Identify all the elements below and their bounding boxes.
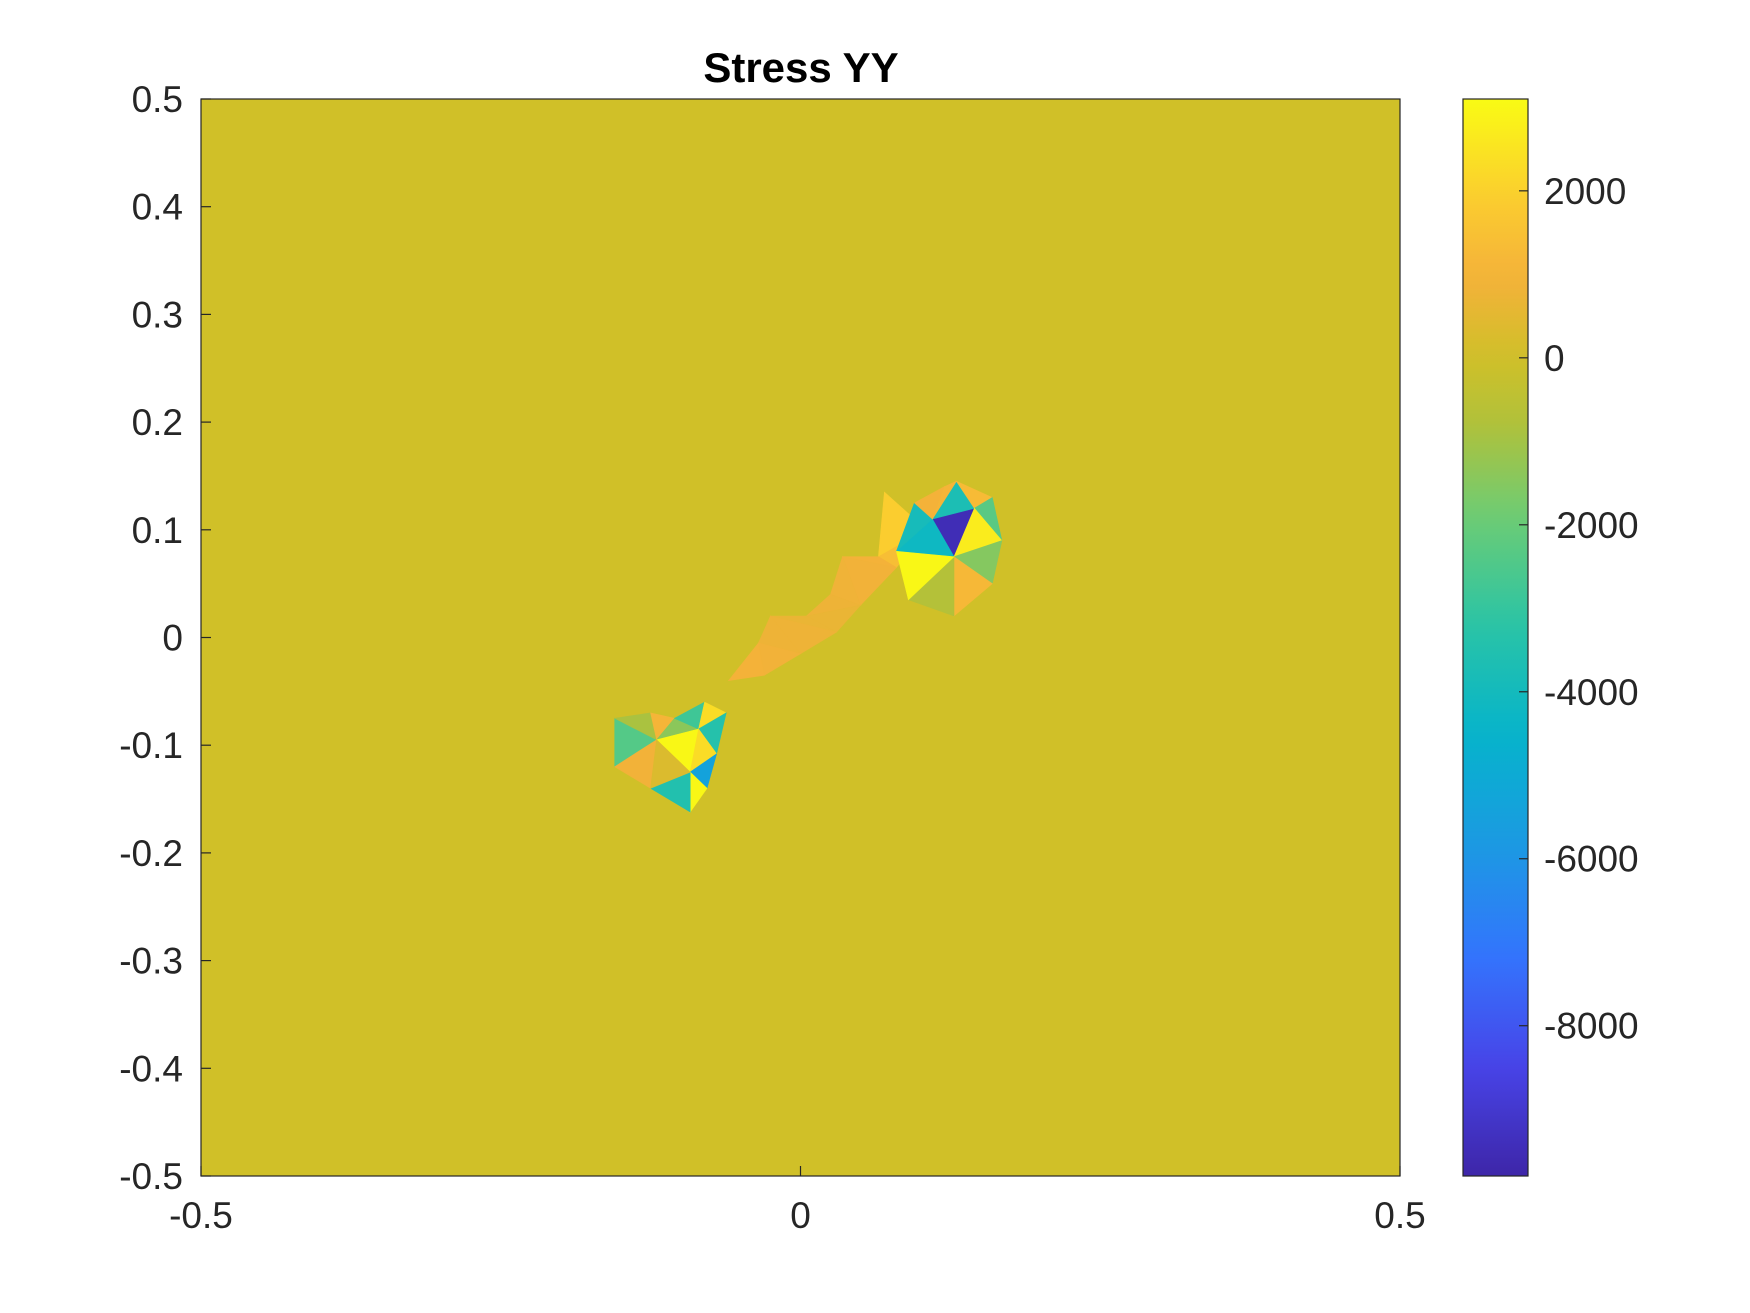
y-tick-label: 0.1 [132,510,183,551]
colorbar-tick-label: -2000 [1544,505,1639,546]
mesh-element [896,550,955,601]
x-tick-label: -0.5 [169,1195,233,1236]
colorbar-tick-label: 0 [1544,338,1565,379]
y-tick-label: 0.5 [132,79,183,120]
y-tick-label: -0.4 [119,1048,183,1089]
colorbar-tick-label: -6000 [1544,839,1639,880]
colorbar-gradient [1462,98,1529,1177]
y-tick-label: -0.5 [119,1156,183,1197]
colorbar-tick-label: -4000 [1544,672,1639,713]
colorbar: 2000 0 -2000 -4000 -6000 -8000 [1462,98,1639,1177]
y-tick-label: 0.2 [132,402,183,443]
y-axis: 0.5 0.4 0.3 0.2 0.1 0 -0.1 -0.2 -0.3 -0.4 -0.5 [119,79,211,1197]
x-tick-label: 0.5 [1374,1195,1425,1236]
mesh-element [650,739,691,789]
y-tick-label: -0.2 [119,833,183,874]
y-tick-label: 0.3 [132,294,183,335]
mesh-element [758,642,802,676]
y-tick-label: -0.1 [119,725,183,766]
colorbar-tick-label: -8000 [1544,1006,1639,1047]
y-tick-label: 0 [162,618,183,659]
x-tick-label: 0 [790,1195,811,1236]
x-axis: -0.5 0 0.5 [169,1166,1426,1236]
mesh-element [932,480,958,520]
chart-title: Stress YY [703,44,898,91]
colorbar-tick-label: 2000 [1544,171,1626,212]
y-tick-label: -0.3 [119,941,183,982]
plot-area [200,98,1401,1177]
y-tick-label: 0.4 [132,187,183,228]
